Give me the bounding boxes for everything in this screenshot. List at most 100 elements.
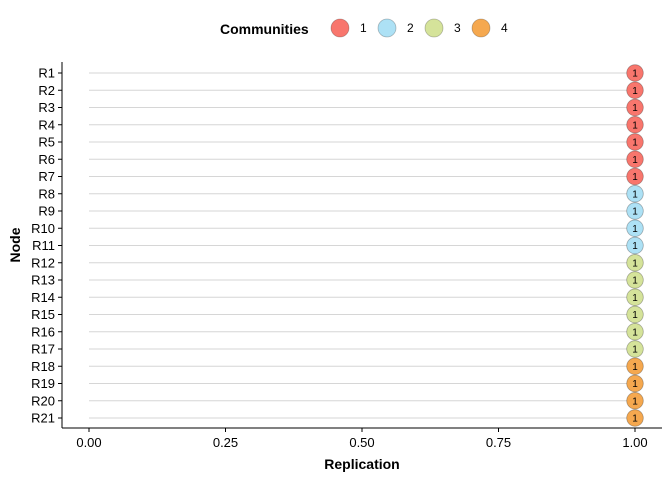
legend-label-1: 1 (360, 21, 367, 35)
y-tick-label-R13: R13 (31, 273, 55, 288)
y-tick-label-R9: R9 (38, 204, 55, 219)
point-marker-R15 (626, 305, 644, 324)
point-R6: 1 (626, 150, 644, 168)
point-R2: 1 (626, 81, 644, 99)
point-marker-R20 (626, 392, 644, 410)
x-ticks: 0.00 0.25 0.50 0.75 1.00 (76, 428, 648, 450)
point-marker-R11 (626, 236, 644, 255)
point-marker-R7 (626, 167, 644, 186)
legend-item-1: 1 (330, 18, 367, 38)
point-label-R10: 1 (632, 224, 638, 235)
legend-item-3: 3 (424, 18, 461, 38)
x-tick-label-4: 1.00 (622, 435, 647, 450)
point-label-R5: 1 (632, 138, 638, 149)
point-R4: 1 (626, 116, 644, 134)
axes: R1 R2 R3 R4 R5 R6 R7 R8 R9 R10 R11 R12 R13 R14 R15 R16 R… (7, 62, 662, 472)
legend-label-2: 2 (407, 21, 414, 35)
y-tick-label-R11: R11 (32, 238, 55, 253)
legend-swatch-4 (471, 18, 491, 38)
point-label-R17: 1 (632, 345, 638, 356)
x-axis-title: Replication (324, 456, 399, 472)
point-R10: 1 (626, 219, 644, 237)
point-R16: 1 (626, 323, 644, 341)
y-tick-label-R21: R21 (31, 411, 55, 426)
point-marker-R18 (626, 357, 644, 375)
y-tick-label-R10: R10 (31, 221, 55, 236)
point-label-R13: 1 (632, 276, 638, 287)
legend-label-3: 3 (454, 21, 461, 35)
y-tick-label-R15: R15 (31, 307, 55, 322)
point-R17: 1 (626, 340, 644, 358)
point-marker-R19 (626, 374, 644, 393)
point-R5: 1 (626, 133, 644, 151)
y-tick-label-R6: R6 (38, 152, 55, 167)
point-R1: 1 (626, 64, 644, 82)
legend: Communities 1 2 3 4 (220, 18, 508, 38)
y-tick-label-R7: R7 (38, 169, 55, 184)
point-R3: 1 (626, 98, 644, 117)
point-R11: 1 (626, 236, 644, 255)
point-label-R4: 1 (632, 120, 638, 131)
point-R9: 1 (626, 202, 644, 220)
legend-title: Communities (220, 21, 309, 37)
point-marker-R4 (626, 116, 644, 134)
point-marker-R13 (626, 271, 644, 289)
y-tick-label-R1: R1 (38, 66, 55, 81)
y-tick-label-R3: R3 (38, 100, 55, 115)
point-label-R21: 1 (632, 414, 638, 425)
point-R7: 1 (626, 167, 644, 186)
point-R19: 1 (626, 374, 644, 393)
point-R13: 1 (626, 271, 644, 289)
point-label-R11: 1 (632, 241, 638, 252)
point-R15: 1 (626, 305, 644, 324)
y-axis-title: Node (7, 227, 23, 262)
point-marker-R9 (626, 202, 644, 220)
point-marker-R14 (626, 288, 644, 306)
point-marker-R8 (626, 185, 644, 203)
x-tick-label-0: 0.00 (76, 435, 101, 450)
point-label-R15: 1 (632, 310, 638, 321)
point-R20: 1 (626, 392, 644, 410)
y-tick-label-R14: R14 (31, 290, 55, 305)
point-label-R19: 1 (632, 379, 638, 390)
y-ticks: R1 R2 R3 R4 R5 R6 R7 R8 R9 R10 R11 R12 R13 R14 R15 R16 R… (31, 66, 62, 426)
point-R8: 1 (626, 185, 644, 203)
legend-swatch-3 (424, 18, 444, 38)
plot-area: 1 1 1 1 1 1 1 1 1 1 1 1 1 1 1 1 1 1 1 1 1 (89, 64, 644, 427)
point-marker-R2 (626, 81, 644, 99)
legend-item-4: 4 (471, 18, 508, 38)
y-tick-label-R2: R2 (38, 83, 55, 98)
point-R14: 1 (626, 288, 644, 306)
y-tick-label-R17: R17 (31, 342, 55, 357)
legend-label-4: 4 (501, 21, 508, 35)
x-tick-label-2: 0.50 (349, 435, 374, 450)
point-label-R20: 1 (632, 396, 638, 407)
point-label-R8: 1 (632, 189, 638, 200)
point-label-R16: 1 (632, 327, 638, 338)
point-label-R7: 1 (632, 172, 638, 183)
x-tick-label-1: 0.25 (213, 435, 238, 450)
y-tick-label-R5: R5 (38, 135, 55, 150)
point-marker-R21 (626, 409, 644, 427)
point-marker-R6 (626, 150, 644, 168)
point-marker-R16 (626, 323, 644, 341)
point-R18: 1 (626, 357, 644, 375)
point-R12: 1 (626, 254, 644, 272)
y-tick-label-R20: R20 (31, 393, 55, 408)
x-tick-label-3: 0.75 (486, 435, 511, 450)
point-label-R6: 1 (632, 155, 638, 166)
point-label-R3: 1 (632, 103, 638, 114)
points: 1 1 1 1 1 1 1 1 1 1 1 1 1 1 1 1 1 1 1 1 1 (626, 64, 644, 427)
legend-swatch-2 (377, 18, 397, 38)
point-label-R1: 1 (632, 69, 638, 80)
y-tick-label-R16: R16 (31, 324, 55, 339)
point-label-R2: 1 (632, 86, 638, 97)
point-label-R9: 1 (632, 207, 638, 218)
gridlines (89, 72, 635, 419)
legend-swatch-1 (330, 18, 350, 38)
point-marker-R10 (626, 219, 644, 237)
y-tick-label-R8: R8 (38, 186, 55, 201)
point-label-R12: 1 (632, 258, 638, 269)
y-tick-label-R4: R4 (38, 117, 55, 132)
